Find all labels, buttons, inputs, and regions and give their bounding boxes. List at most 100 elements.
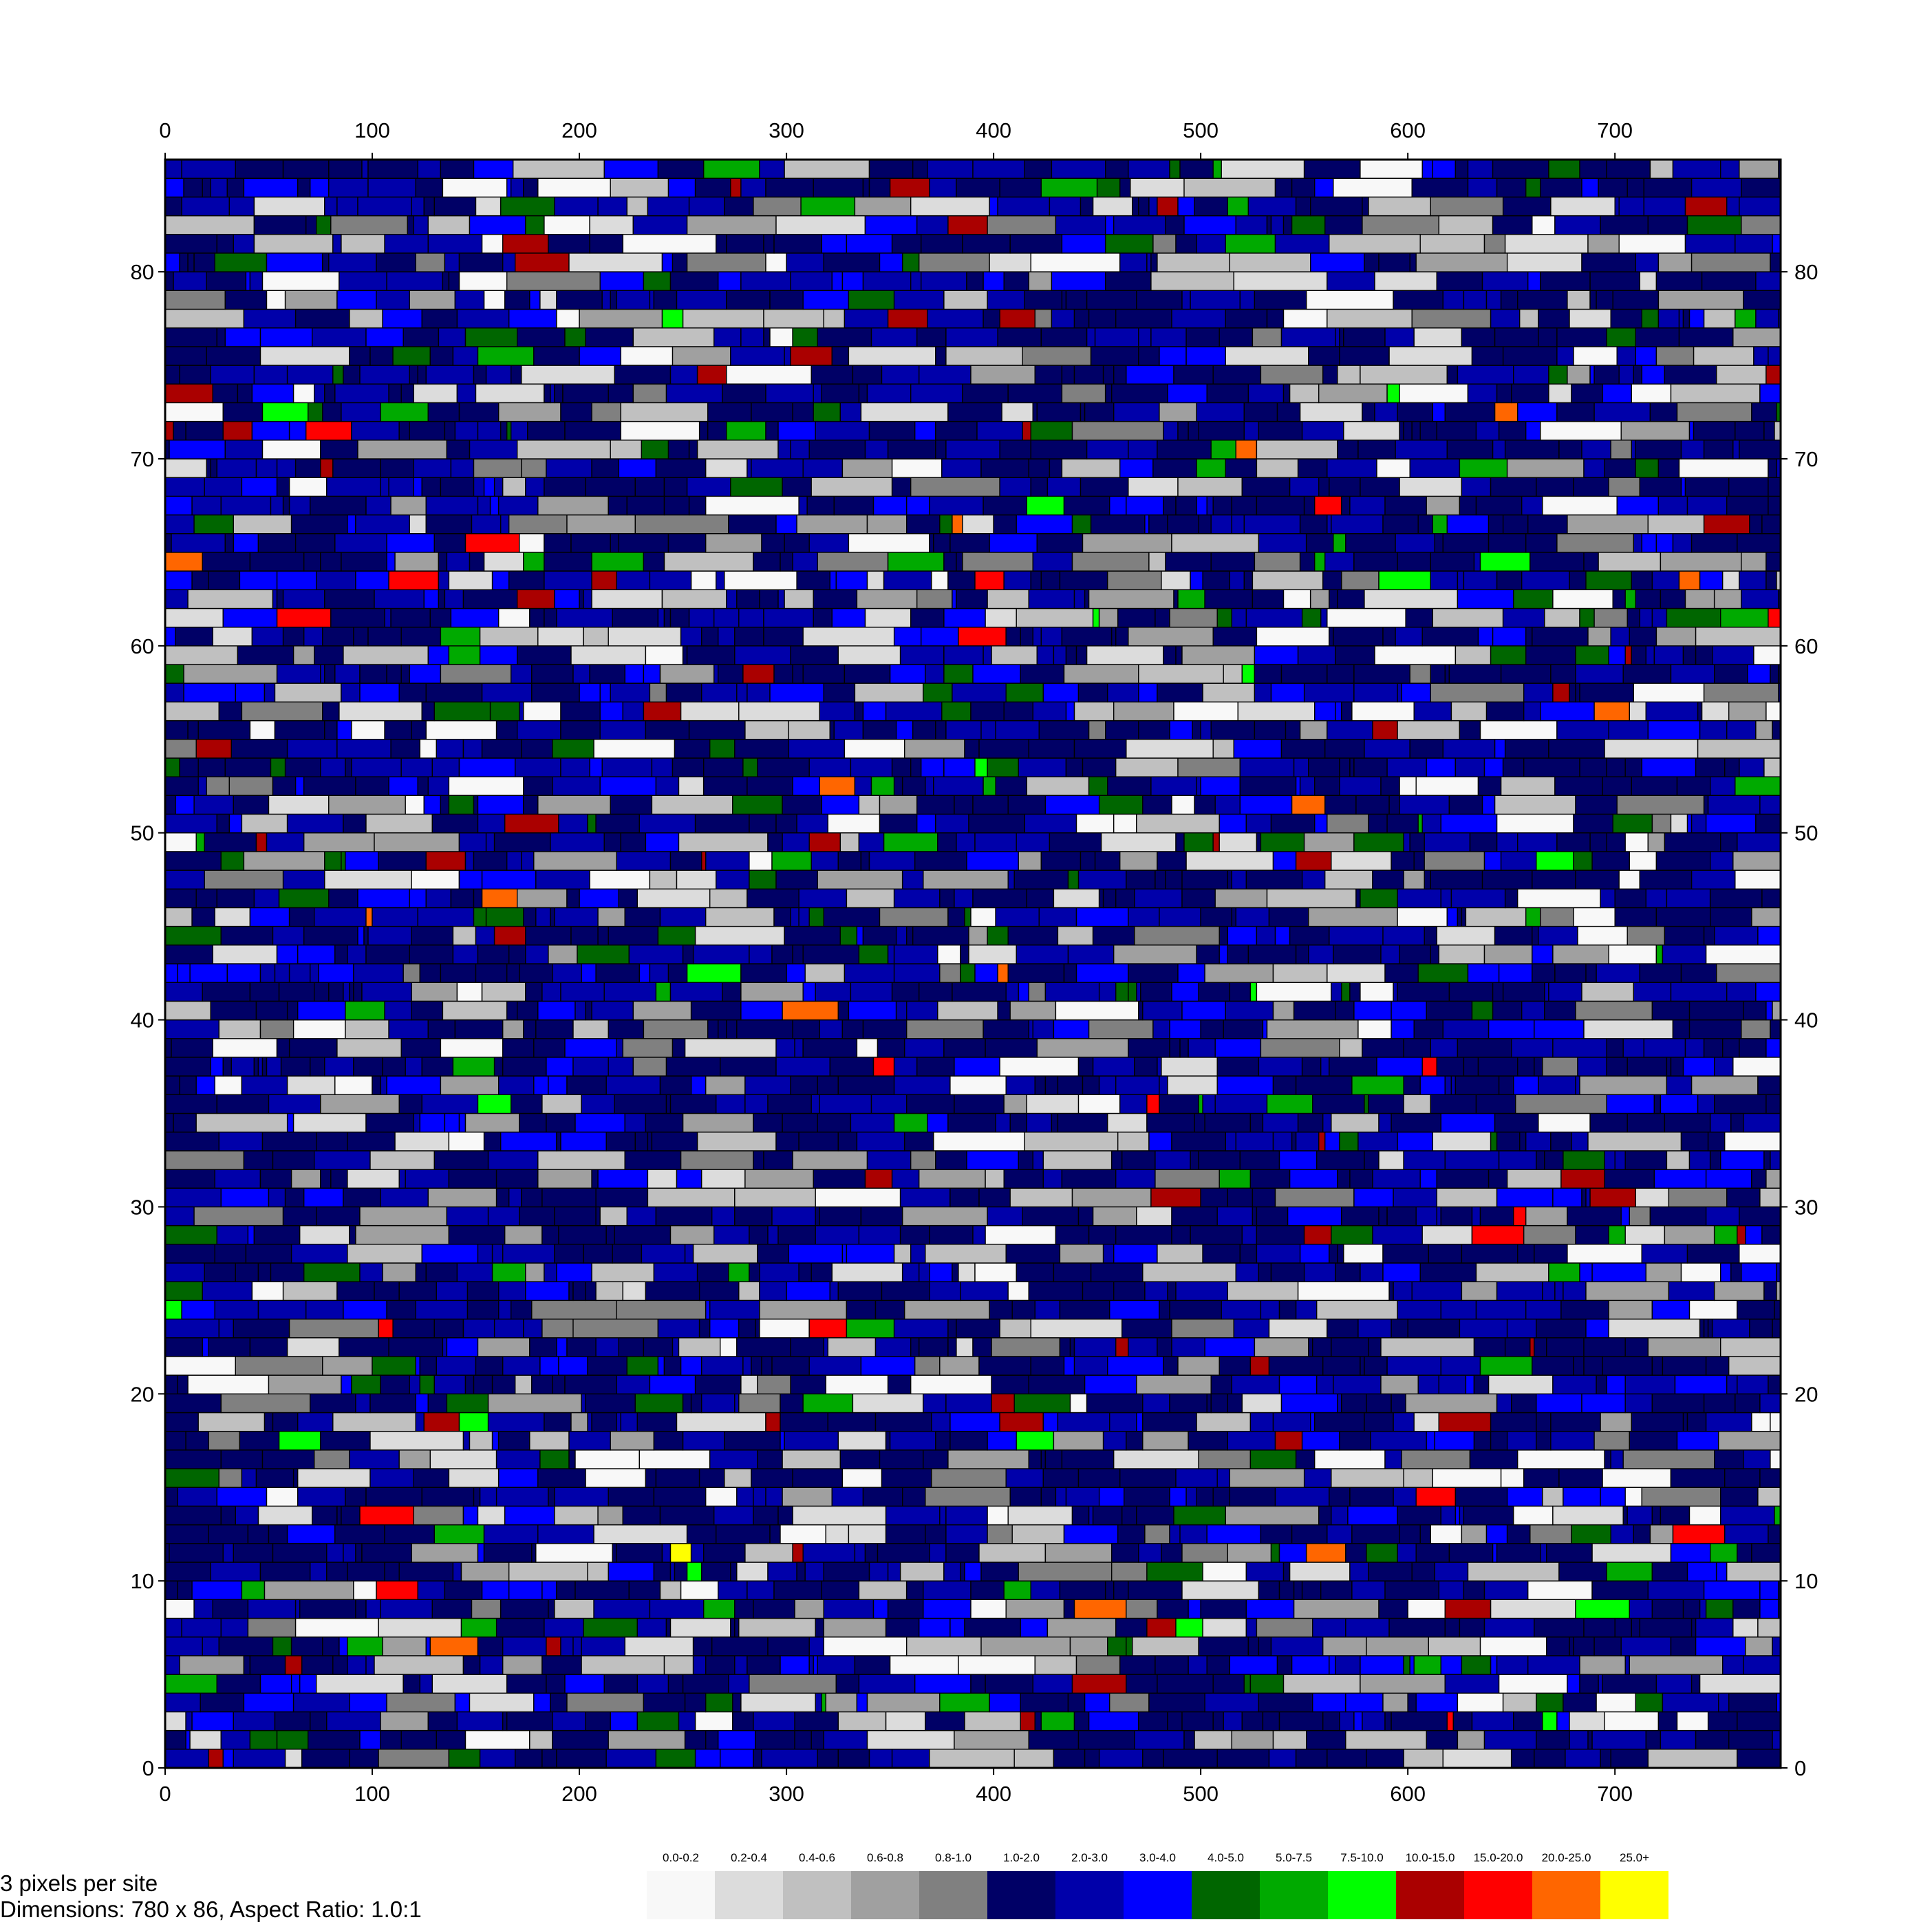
heatmap-cell (1132, 196, 1139, 217)
heatmap-cell (255, 832, 268, 852)
heatmap-cell (548, 234, 590, 254)
heatmap-cell (1614, 907, 1657, 927)
heatmap-cell (1159, 907, 1201, 927)
heatmap-cell (1030, 477, 1049, 497)
heatmap-cell (749, 851, 773, 871)
heatmap-cell (529, 290, 541, 310)
heatmap-cell (1157, 1057, 1162, 1077)
heatmap-cell (1374, 645, 1457, 665)
heatmap-cell (400, 1037, 442, 1058)
heatmap-cell (1765, 701, 1781, 722)
heatmap-cell (1713, 664, 1748, 684)
heatmap-cell (460, 1562, 510, 1581)
heatmap-cell (1581, 440, 1611, 460)
heatmap-cell (792, 664, 804, 684)
heatmap-cell (1349, 982, 1361, 1002)
heatmap-cell (1225, 1000, 1274, 1021)
heatmap-cell (837, 851, 862, 871)
heatmap-cell (1161, 570, 1191, 590)
heatmap-cell (191, 495, 222, 516)
heatmap-cell (477, 1337, 530, 1357)
heatmap-cell (753, 196, 802, 217)
heatmap-cell (638, 1449, 711, 1469)
heatmap-cell (272, 925, 305, 946)
heatmap-cell (233, 795, 270, 815)
heatmap-cell (703, 1599, 736, 1619)
heatmap-cell (1647, 1580, 1705, 1601)
heatmap-cell (1475, 1262, 1549, 1282)
heatmap-cell (1030, 1356, 1065, 1376)
heatmap-cell (343, 365, 361, 385)
heatmap-cell (1403, 1075, 1421, 1095)
heatmap-cell (1067, 1692, 1086, 1713)
heatmap-cell (1303, 1224, 1332, 1245)
heatmap-cell (297, 944, 336, 964)
heatmap-cell (523, 1318, 543, 1339)
heatmap-cell (1320, 1057, 1330, 1077)
heatmap-cell (243, 308, 297, 329)
heatmap-cell (595, 963, 640, 983)
heatmap-cell (409, 290, 456, 310)
heatmap-cell (1303, 159, 1361, 179)
heatmap-cell (1360, 477, 1400, 497)
heatmap-cell (243, 1655, 251, 1675)
heatmap-cell (672, 757, 705, 777)
heatmap-cell (228, 776, 274, 796)
heatmap-cell (506, 1000, 518, 1021)
heatmap-cell (1249, 1169, 1291, 1189)
heatmap-cell (288, 907, 315, 927)
heatmap-cell (885, 1617, 920, 1638)
heatmap-cell (1765, 570, 1777, 590)
heatmap-cell (905, 1094, 955, 1114)
heatmap-cell (1258, 1262, 1272, 1282)
heatmap-cell (821, 234, 848, 254)
heatmap-cell (696, 1262, 729, 1282)
heatmap-cell (1196, 1487, 1214, 1507)
heatmap-cell (730, 177, 742, 198)
heatmap-cell (1136, 1505, 1174, 1526)
heatmap-cell (784, 533, 810, 553)
heatmap-cell (1329, 234, 1421, 254)
heatmap-cell (1003, 1580, 1031, 1601)
heatmap-cell (278, 888, 330, 909)
heatmap-cell (1442, 1019, 1490, 1039)
heatmap-cell (506, 851, 522, 871)
heatmap-cell (359, 1206, 448, 1227)
heatmap-cell (669, 1094, 717, 1114)
heatmap-cell (164, 1075, 180, 1095)
heatmap-cell (945, 1543, 980, 1563)
heatmap-cell (1212, 159, 1222, 179)
heatmap-cell (251, 420, 290, 441)
dimensions-text: Dimensions: 780 x 86, Aspect Ratio: 1.0:… (0, 1897, 422, 1922)
heatmap-cell (585, 1711, 611, 1731)
heatmap-cell (1544, 1150, 1564, 1170)
heatmap-cell (1660, 1505, 1690, 1526)
heatmap-cell (1651, 1562, 1688, 1581)
x-tick-label-bottom: 700 (1597, 1782, 1633, 1806)
heatmap-cell (324, 870, 412, 889)
heatmap-cell (1655, 1674, 1693, 1694)
heatmap-cell (852, 1393, 924, 1414)
heatmap-cell (1148, 514, 1168, 535)
heatmap-cell (1602, 776, 1632, 796)
heatmap-cell (566, 1075, 607, 1095)
heatmap-cell (1333, 533, 1346, 553)
heatmap-cell (1662, 944, 1707, 964)
heatmap-cell (1026, 888, 1055, 909)
heatmap-cell (920, 234, 963, 254)
heatmap-cell (322, 1356, 373, 1376)
heatmap-cell (1069, 1393, 1088, 1414)
heatmap-cell (421, 1244, 479, 1264)
heatmap-cell (1530, 1524, 1572, 1544)
heatmap-cell (1506, 252, 1582, 272)
heatmap-cell (1540, 907, 1574, 927)
heatmap-cell (1703, 682, 1779, 703)
heatmap-cell (1256, 458, 1299, 478)
heatmap-cell (1598, 177, 1628, 198)
heatmap-cell (1703, 1580, 1761, 1601)
heatmap-cell (788, 739, 846, 759)
heatmap-cell (332, 1412, 416, 1432)
heatmap-cell (1442, 1749, 1512, 1769)
heatmap-cell (257, 533, 297, 553)
heatmap-cell (1753, 346, 1769, 366)
